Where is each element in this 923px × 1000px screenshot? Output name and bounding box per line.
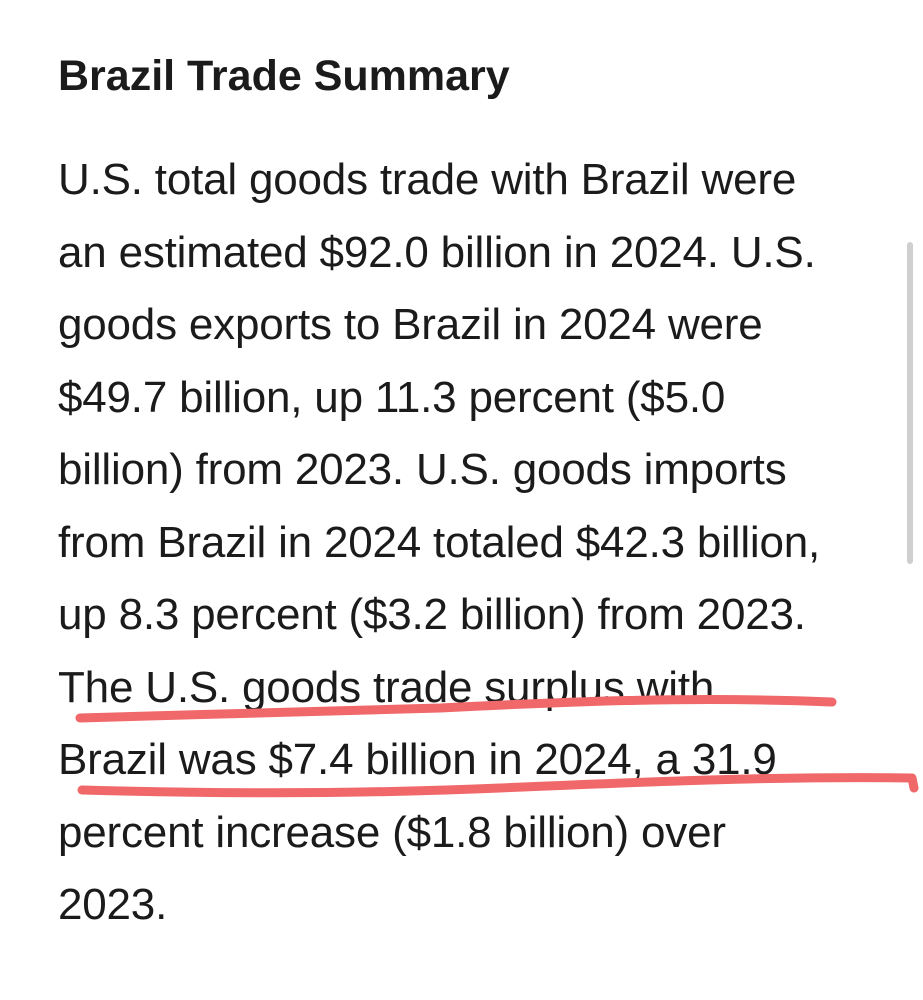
paragraph-line: percent increase ($1.8 billion) over <box>58 807 726 857</box>
paragraph-line: Brazil was $7.4 billion in 2024, a 31.9 <box>58 735 777 784</box>
paragraph-line: up 8.3 percent ($3.2 billion) from 2023. <box>58 590 806 639</box>
paragraph-line: goods exports to Brazil in 2024 were <box>58 300 763 349</box>
paragraph-line: U.S. total goods trade with Brazil were <box>58 155 797 204</box>
paragraph-line: $49.7 billion, up 11.3 percent ($5.0 <box>58 372 726 422</box>
scrollbar-thumb[interactable] <box>907 242 913 564</box>
paragraph-line: an estimated $92.0 billion in 2024. U.S. <box>58 227 816 277</box>
paragraph-line: from Brazil in 2024 totaled $42.3 billio… <box>58 517 821 567</box>
paragraph-line: billion) from 2023. U.S. goods imports <box>58 445 787 494</box>
trade-summary-paragraph: U.S. total goods trade with Brazil were … <box>58 144 820 942</box>
paragraph-line: The U.S. goods trade surplus with <box>58 662 715 712</box>
paragraph-line: 2023. <box>58 880 168 929</box>
section-title: Brazil Trade Summary <box>58 52 510 100</box>
